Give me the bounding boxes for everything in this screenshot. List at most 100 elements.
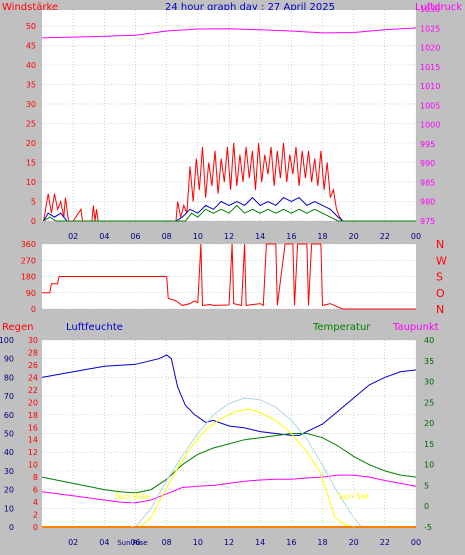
humidity-y-tick-label: 50 [4, 430, 14, 439]
pressure-y-tick-label: 1010 [420, 82, 440, 91]
compass-label: S [436, 271, 443, 284]
temp-y-tick-label: 5 [424, 481, 429, 490]
wind-series-pressure [41, 27, 417, 39]
rain-y-tick-label: 8 [33, 473, 38, 482]
sunrise-label: Sun Rise [115, 492, 150, 501]
humidity-label: Luftfeuchte [66, 322, 123, 333]
wind-y-tick-label: 50 [26, 22, 36, 31]
x-tick-label: 10 [193, 232, 203, 241]
pressure-y-tick-label: 1005 [420, 101, 440, 110]
wind-series-low [43, 204, 416, 222]
x-tick-label: 16 [286, 538, 296, 547]
compass-label: N [436, 238, 444, 251]
temp-y-tick-label: -5 [424, 523, 432, 532]
x-tick-label: 06 [130, 232, 140, 241]
rain-y-tick-label: 28 [28, 348, 38, 357]
compass-label: W [436, 254, 447, 267]
pressure-y-tick-label: 1020 [420, 44, 440, 53]
humidity-y-tick-label: 30 [4, 467, 14, 476]
humidity-y-tick-label: 90 [4, 355, 14, 364]
compass-label: N [436, 303, 444, 316]
rain-y-tick-label: 30 [28, 336, 38, 345]
pressure-y-tick-label: 1000 [420, 121, 440, 130]
direction-y-tick-label: 90 [26, 289, 36, 298]
humidity-y-tick-label: 70 [4, 392, 14, 401]
x-tick-label: 22 [380, 538, 390, 547]
x-tick-label: 00 [411, 538, 421, 547]
rain-y-tick-label: 10 [28, 461, 38, 470]
rain-y-tick-label: 24 [28, 373, 38, 382]
x-tick-label: 10 [193, 538, 203, 547]
climate-series-dew [41, 474, 417, 504]
x-tick-label: 06 [130, 538, 140, 547]
rain-y-tick-label: 26 [28, 361, 38, 370]
temperature-label: Temperatur [312, 322, 371, 333]
direction-y-tick-label: 180 [21, 273, 36, 282]
pressure-y-tick-label: 1015 [420, 63, 440, 72]
wind-y-tick-label: 10 [26, 178, 36, 187]
wind-y-tick-label: 30 [26, 100, 36, 109]
x-tick-label: 12 [224, 232, 234, 241]
humidity-y-tick-label: 10 [4, 504, 14, 513]
x-tick-label: 20 [349, 232, 359, 241]
pressure-y-tick-label: 980 [420, 198, 435, 207]
pressure-y-tick-label: 995 [420, 140, 435, 149]
x-tick-label: 08 [162, 538, 172, 547]
chart-title: 24 hour graph day : 27 April 2025 [165, 2, 335, 13]
direction-series [42, 243, 416, 310]
humidity-y-tick-label: 100 [0, 336, 14, 345]
wind-y-tick-label: 20 [26, 139, 36, 148]
wind-right-label: Luftdruck [415, 2, 462, 13]
direction-y-tick-label: 360 [21, 240, 36, 249]
x-tick-label: 04 [99, 232, 109, 241]
wind-y-tick-label: 35 [26, 81, 36, 90]
wind-y-tick-label: 0 [31, 217, 36, 226]
x-tick-label: 04 [99, 538, 109, 547]
humidity-y-tick-label: 80 [4, 373, 14, 382]
rain-y-tick-label: 4 [33, 498, 38, 507]
humidity-y-tick-label: 60 [4, 411, 14, 420]
x-tick-label: 12 [224, 538, 234, 547]
rain-y-tick-label: 2 [33, 511, 38, 520]
rain-y-tick-label: 0 [33, 523, 38, 532]
rain-y-tick-label: 6 [33, 486, 38, 495]
direction-y-tick-label: 0 [31, 305, 36, 314]
rain-y-tick-label: 14 [28, 436, 38, 445]
temp-y-tick-label: 0 [424, 502, 429, 511]
humidity-y-tick-label: 0 [9, 523, 14, 532]
climate-series-solar [132, 408, 354, 528]
rain-label: Regen [2, 322, 34, 333]
wind-y-tick-label: 15 [26, 159, 36, 168]
climate-series-temp [41, 433, 417, 494]
x-tick-label: 08 [162, 232, 172, 241]
rain-y-tick-label: 18 [28, 411, 38, 420]
x-tick-label: 14 [255, 232, 265, 241]
temp-y-tick-label: 40 [424, 336, 434, 345]
temp-y-tick-label: 30 [424, 378, 434, 387]
climate-chart: 0102030405060708090100024681012141618202… [0, 336, 434, 547]
temp-y-tick-label: 25 [424, 398, 434, 407]
x-tick-label: 20 [349, 538, 359, 547]
temp-y-tick-label: 10 [424, 461, 434, 470]
sunrise-axis-label: Sun Rise [117, 539, 147, 547]
x-tick-label: 16 [286, 232, 296, 241]
rain-y-tick-label: 20 [28, 398, 38, 407]
pressure-y-tick-label: 985 [420, 178, 435, 187]
temp-y-tick-label: 20 [424, 419, 434, 428]
rain-y-tick-label: 12 [28, 448, 38, 457]
direction-y-tick-label: 270 [21, 256, 36, 265]
pressure-y-tick-label: 975 [420, 217, 435, 226]
wind-y-tick-label: 5 [31, 198, 36, 207]
x-tick-label: 18 [317, 232, 327, 241]
climate-series-solar_max [135, 397, 362, 528]
x-tick-label: 02 [68, 232, 78, 241]
sunset-label: Sun Set [338, 492, 369, 501]
humidity-y-tick-label: 40 [4, 448, 14, 457]
pressure-y-tick-label: 1025 [420, 24, 440, 33]
x-tick-label: 18 [317, 538, 327, 547]
wind-y-tick-label: 25 [26, 120, 36, 129]
humidity-y-tick-label: 20 [4, 486, 14, 495]
x-tick-label: 22 [380, 232, 390, 241]
